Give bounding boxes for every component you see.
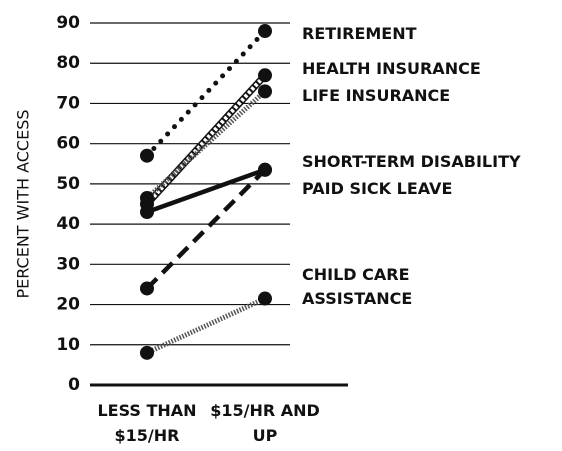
y-tick-label: 10 [56, 335, 80, 355]
data-point [258, 291, 272, 306]
series-line [144, 28, 268, 159]
data-point [140, 205, 154, 220]
y-tick-label: 80 [56, 53, 80, 73]
series-label: LIFE INSURANCE [302, 86, 451, 105]
series-label: PAID SICK LEAVE [302, 179, 453, 198]
x-tick-label: LESS THAN $15/HR [97, 401, 197, 445]
data-point [140, 148, 154, 163]
series-label: RETIREMENT [302, 24, 417, 43]
series-line [146, 167, 266, 215]
x-tick-label: $15/HR AND UP [210, 401, 320, 445]
series-line [145, 296, 267, 356]
data-point [258, 24, 272, 39]
y-tick-label: 0 [68, 375, 80, 395]
data-point [140, 345, 154, 360]
y-axis-label: PERCENT WITH ACCESS [14, 109, 33, 298]
y-tick-label: 90 [56, 13, 80, 33]
y-tick-label: 70 [56, 93, 80, 113]
series-line [145, 168, 267, 291]
y-tick-label: 40 [56, 214, 80, 234]
series-line [145, 73, 267, 206]
data-point [140, 281, 154, 296]
data-point [140, 190, 154, 205]
data-point [258, 68, 272, 83]
data-point [258, 162, 272, 177]
series-label: SHORT-TERM DISABILITY [302, 152, 521, 171]
data-point [258, 84, 272, 99]
series-label: HEALTH INSURANCE [302, 59, 481, 78]
y-tick-label: 30 [56, 254, 80, 274]
series-label: CHILD CARE ASSISTANCE [302, 265, 413, 308]
y-tick-label: 60 [56, 134, 80, 154]
series-line [145, 89, 267, 200]
y-tick-label: 20 [56, 295, 80, 315]
y-tick-label: 50 [56, 174, 80, 194]
